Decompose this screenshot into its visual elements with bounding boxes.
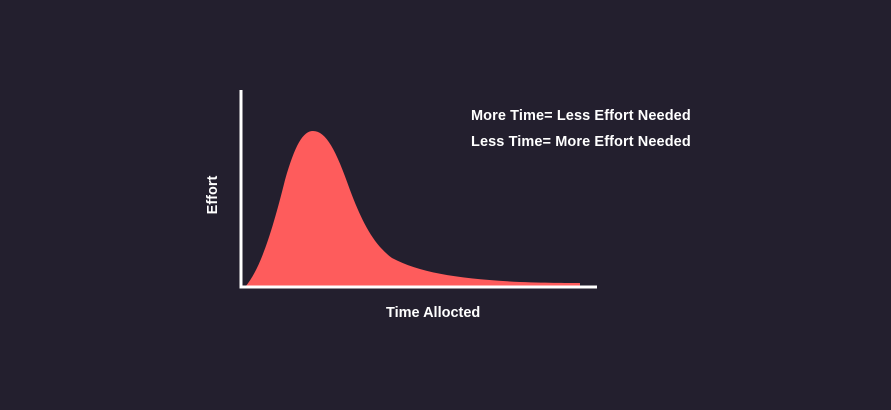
- x-axis-label: Time Allocted: [386, 305, 481, 321]
- y-axis-label: Effort: [205, 175, 221, 215]
- annotation-more-time: More Time= Less Effort Needed: [471, 108, 691, 124]
- effort-curve-area: [245, 131, 580, 287]
- annotation-less-time: Less Time= More Effort Needed: [471, 134, 691, 150]
